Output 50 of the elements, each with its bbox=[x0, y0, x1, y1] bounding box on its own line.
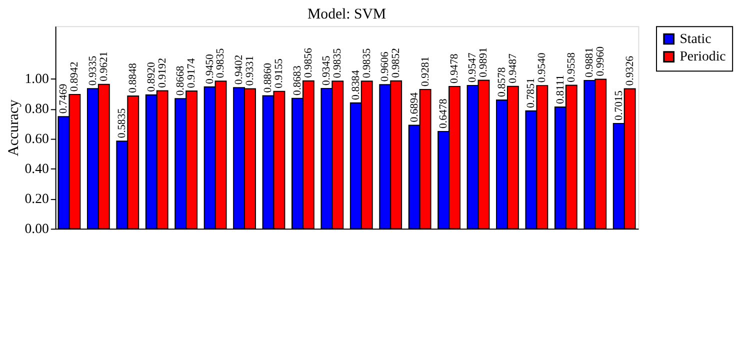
y-tick-label: 0.20 bbox=[24, 191, 49, 206]
data-label: 0.9155 bbox=[273, 58, 286, 88]
data-label: 0.9852 bbox=[390, 48, 402, 78]
data-label: 0.7851 bbox=[525, 78, 538, 108]
data-label: 0.5835 bbox=[116, 108, 128, 138]
y-tick-label: 1.00 bbox=[24, 71, 49, 86]
data-label: 0.9891 bbox=[478, 47, 490, 78]
chart-title: Model: SVM bbox=[308, 6, 386, 23]
data-label: 0.9547 bbox=[466, 52, 479, 82]
data-label: 0.8860 bbox=[262, 62, 274, 93]
data-label: 0.9335 bbox=[86, 56, 99, 86]
data-label: 0.8111 bbox=[554, 74, 566, 104]
y-tick-label: 0.80 bbox=[24, 101, 49, 116]
data-label: 0.9487 bbox=[506, 52, 519, 84]
y-tick-label: 0.00 bbox=[24, 221, 49, 236]
data-label: 0.9174 bbox=[186, 58, 198, 88]
data-label: 0.6478 bbox=[438, 98, 450, 129]
data-label: 0.6894 bbox=[408, 92, 420, 122]
y-axis-title: Accuracy bbox=[6, 98, 22, 156]
data-label: 0.8668 bbox=[174, 65, 187, 96]
data-label: 0.8848 bbox=[127, 62, 140, 93]
data-label: 0.9606 bbox=[379, 51, 392, 82]
data-label: 0.9478 bbox=[448, 53, 460, 84]
data-label: 0.9402 bbox=[232, 54, 245, 85]
data-label: 0.9192 bbox=[156, 58, 168, 88]
data-label: 0.9345 bbox=[320, 56, 333, 86]
data-label: 0.7015 bbox=[612, 90, 625, 120]
data-label: 0.9856 bbox=[302, 47, 314, 78]
data-label: 0.8384 bbox=[350, 70, 362, 100]
legend-label: Periodic bbox=[680, 48, 726, 64]
data-label: 0.9835 bbox=[214, 48, 227, 78]
data-label: 0.8578 bbox=[496, 66, 508, 98]
data-label: 0.9835 bbox=[360, 48, 373, 78]
data-label: 0.9281 bbox=[419, 56, 432, 86]
data-label: 0.8683 bbox=[291, 66, 304, 96]
data-label: 0.9621 bbox=[98, 52, 110, 82]
data-label: 0.9331 bbox=[244, 56, 256, 86]
data-label: 0.9960 bbox=[594, 46, 607, 76]
data-label: 0.8920 bbox=[145, 61, 158, 92]
data-label: 0.9558 bbox=[565, 52, 578, 82]
legend-label: Static bbox=[680, 30, 712, 46]
data-label: 0.9540 bbox=[536, 52, 548, 83]
data-label: 0.9326 bbox=[624, 55, 636, 86]
data-label: 0.8942 bbox=[68, 62, 81, 92]
data-label: 0.7469 bbox=[58, 84, 70, 114]
data-label: 0.9835 bbox=[332, 48, 344, 78]
data-label: 0.9450 bbox=[204, 54, 216, 84]
data-label: 0.9881 bbox=[584, 48, 596, 78]
y-tick-label: 0.40 bbox=[24, 161, 49, 176]
y-tick-label: 0.60 bbox=[24, 131, 49, 146]
